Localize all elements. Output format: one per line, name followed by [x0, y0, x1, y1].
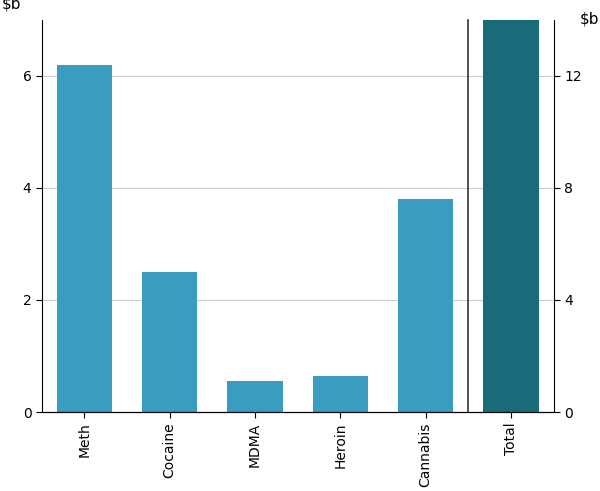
Bar: [57, 64, 112, 412]
Bar: [398, 199, 454, 412]
Bar: [483, 0, 539, 412]
Bar: [313, 376, 368, 412]
Y-axis label: $b: $b: [1, 0, 21, 12]
Bar: [142, 272, 197, 412]
Y-axis label: $b: $b: [580, 12, 599, 27]
Bar: [227, 381, 283, 412]
